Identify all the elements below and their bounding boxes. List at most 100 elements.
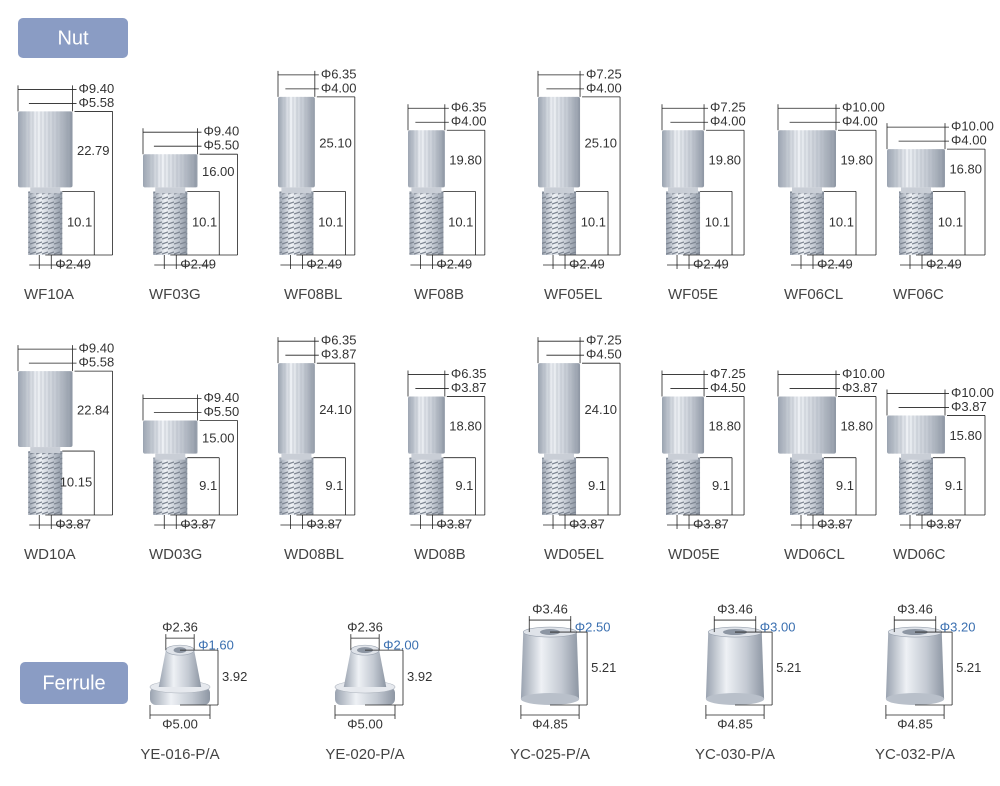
head-knurl: [278, 363, 315, 454]
bore-diameter: Φ3.87: [926, 516, 962, 531]
neck: [544, 187, 575, 194]
thread-length: 10.1: [448, 215, 473, 230]
thread-lines: [666, 191, 701, 255]
base-diameter: Φ4.85: [897, 716, 933, 731]
bore-diameter: Φ3.87: [693, 516, 729, 531]
neck: [30, 447, 61, 454]
inner-diameter: Φ3.20: [940, 619, 976, 634]
parts: Φ9.40Φ5.5822.7910.1Φ2.49WF10AΦ9.40Φ5.501…: [17, 66, 994, 763]
neck: [668, 187, 699, 194]
bore-diameter: Φ3.87: [436, 516, 472, 531]
bore-diameter: Φ3.87: [817, 516, 853, 531]
ferrule-bottom: [705, 693, 765, 705]
inner-diameter: Φ4.00: [710, 114, 746, 129]
height: 5.21: [591, 660, 616, 675]
height: 25.10: [319, 136, 352, 151]
section-title: Ferrule: [42, 672, 105, 694]
thread-lines: [28, 451, 63, 515]
inner-diameter: Φ4.00: [951, 133, 987, 148]
ferrule-bottom: [885, 693, 945, 705]
thread-lines: [790, 191, 824, 255]
outer-diameter: Φ9.40: [204, 390, 240, 405]
thread-length: 9.1: [836, 478, 854, 493]
part-name: YE-016-P/A: [140, 746, 219, 763]
head-knurl: [887, 415, 945, 454]
neck: [281, 187, 312, 194]
ferrule-body: [520, 632, 580, 699]
outer-diameter: Φ6.35: [451, 366, 487, 381]
outer-diameter: Φ10.00: [951, 119, 994, 134]
head-knurl: [408, 396, 445, 454]
height: 3.92: [222, 669, 247, 684]
part-name: WF08B: [414, 286, 464, 303]
part-name: YC-025-P/A: [510, 746, 590, 763]
thread-length: 10.1: [829, 215, 854, 230]
part-name: WD05EL: [544, 546, 604, 563]
head-knurl: [778, 130, 836, 188]
thread-lines: [790, 457, 824, 515]
inner-diameter: Φ3.87: [842, 380, 878, 395]
part-name: WD05E: [668, 546, 720, 563]
section-tab: [18, 18, 128, 58]
head-knurl: [143, 154, 198, 188]
part-name: WD08B: [414, 546, 466, 563]
outer-diameter: Φ9.40: [79, 81, 115, 96]
height: 5.21: [776, 660, 801, 675]
head-knurl: [662, 396, 705, 454]
height: 22.79: [77, 143, 110, 158]
neck: [155, 187, 186, 194]
neck: [792, 187, 822, 194]
part-name: WD08BL: [284, 546, 344, 563]
thread-lines: [153, 191, 188, 255]
thread-length: 10.1: [318, 215, 343, 230]
height: 19.80: [449, 152, 482, 167]
outer-diameter: Φ9.40: [79, 341, 115, 356]
height: 5.21: [956, 660, 981, 675]
inner-diameter: Φ4.00: [321, 80, 357, 95]
bore-diameter: Φ2.49: [436, 256, 472, 271]
thread-length: 9.1: [945, 478, 963, 493]
inner-diameter: Φ5.50: [204, 404, 240, 419]
part-name: WF08BL: [284, 286, 342, 303]
outer-diameter: Φ9.40: [204, 124, 240, 139]
bore-diameter: Φ2.49: [180, 256, 216, 271]
thread-lines: [542, 191, 577, 255]
height: 16.00: [202, 164, 235, 179]
neck: [155, 453, 186, 460]
part-name: WF05EL: [544, 286, 602, 303]
inner-diameter: Φ5.58: [79, 95, 115, 110]
height: 22.84: [77, 403, 110, 418]
height: 15.80: [949, 428, 982, 443]
base-diameter: Φ4.85: [532, 716, 568, 731]
height: 18.80: [709, 419, 742, 434]
neck: [668, 453, 699, 460]
bore-diameter: Φ3.87: [55, 516, 91, 531]
inner-diameter: Φ4.50: [710, 380, 746, 395]
outer-diameter: Φ6.35: [321, 66, 357, 81]
ferrule-bottom: [520, 693, 580, 705]
inner-diameter: Φ4.00: [586, 80, 622, 95]
thread-lines: [409, 457, 444, 515]
inner-diameter: Φ2.50: [575, 619, 611, 634]
ferrule-cone: [158, 650, 202, 687]
height: 25.10: [585, 136, 618, 151]
thread-length: 10.1: [581, 215, 606, 230]
thread-length: 9.1: [712, 478, 730, 493]
section-title: Nut: [57, 27, 89, 49]
neck: [411, 187, 442, 194]
head-knurl: [538, 96, 581, 188]
height: 24.10: [585, 402, 618, 417]
thread-lines: [666, 457, 701, 515]
thread-lines: [28, 191, 63, 255]
outer-diameter: Φ7.25: [586, 333, 622, 348]
top-diameter: Φ3.46: [532, 601, 568, 616]
thread-lines: [542, 457, 577, 515]
outer-diameter: Φ7.25: [586, 66, 622, 81]
base-diameter: Φ5.00: [162, 716, 198, 731]
height: 18.80: [449, 419, 482, 434]
thread-length: 10.1: [705, 215, 730, 230]
part-name: WD03G: [149, 546, 202, 563]
head-knurl: [662, 130, 705, 188]
part-name: YE-020-P/A: [325, 746, 404, 763]
